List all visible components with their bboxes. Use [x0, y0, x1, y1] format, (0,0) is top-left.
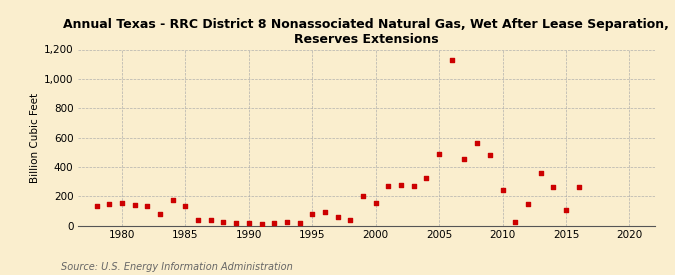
Point: [91, 204, 102, 209]
Point: [510, 220, 520, 224]
Point: [421, 176, 432, 180]
Point: [231, 220, 242, 225]
Point: [155, 211, 165, 216]
Point: [383, 184, 394, 188]
Point: [193, 218, 204, 222]
Point: [180, 204, 191, 209]
Point: [218, 220, 229, 224]
Point: [408, 184, 419, 188]
Point: [472, 141, 483, 145]
Y-axis label: Billion Cubic Feet: Billion Cubic Feet: [30, 92, 40, 183]
Point: [560, 208, 571, 212]
Point: [522, 202, 533, 207]
Point: [117, 200, 128, 205]
Point: [459, 156, 470, 161]
Point: [358, 194, 369, 198]
Point: [485, 153, 495, 157]
Point: [446, 57, 457, 62]
Point: [205, 218, 216, 222]
Point: [548, 185, 559, 189]
Point: [142, 204, 153, 209]
Point: [332, 215, 343, 220]
Point: [269, 220, 279, 225]
Point: [104, 201, 115, 206]
Point: [256, 222, 267, 226]
Point: [573, 185, 584, 189]
Point: [371, 200, 381, 205]
Point: [130, 203, 140, 207]
Point: [307, 211, 318, 216]
Point: [244, 221, 254, 226]
Point: [396, 183, 406, 187]
Point: [345, 218, 356, 222]
Title: Annual Texas - RRC District 8 Nonassociated Natural Gas, Wet After Lease Separat: Annual Texas - RRC District 8 Nonassocia…: [63, 18, 669, 46]
Point: [535, 171, 546, 176]
Point: [167, 198, 178, 202]
Point: [434, 152, 445, 156]
Point: [294, 220, 305, 225]
Point: [497, 188, 508, 192]
Point: [281, 220, 292, 224]
Point: [319, 210, 330, 214]
Text: Source: U.S. Energy Information Administration: Source: U.S. Energy Information Administ…: [61, 262, 292, 272]
